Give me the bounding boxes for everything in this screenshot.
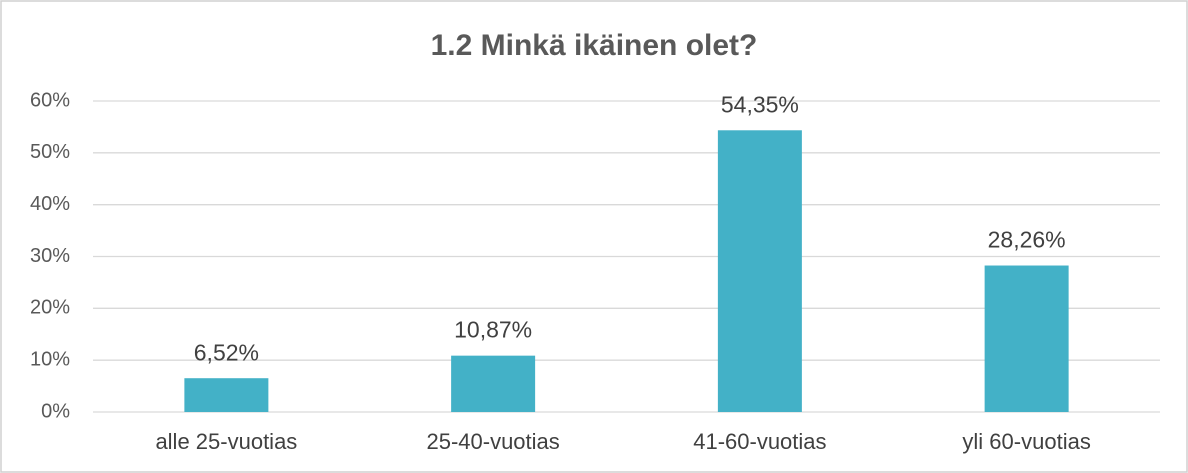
bar <box>451 355 536 412</box>
y-tick-label: 0% <box>41 400 70 422</box>
y-tick-label: 10% <box>30 348 70 370</box>
data-label: 10,87% <box>454 317 532 343</box>
y-tick-label: 30% <box>30 245 70 267</box>
bar <box>717 130 802 412</box>
bar <box>984 265 1069 412</box>
y-tick-label: 20% <box>30 297 70 319</box>
x-tick-label: 41-60-vuotias <box>693 429 826 454</box>
chart-title: 1.2 Minkä ikäinen olet? <box>431 29 758 62</box>
x-tick-label: yli 60-vuotias <box>962 429 1090 454</box>
x-tick-label: alle 25-vuotias <box>155 429 297 454</box>
y-tick-label: 40% <box>30 193 70 215</box>
y-tick-label: 60% <box>30 89 70 111</box>
data-label: 54,35% <box>721 91 799 117</box>
data-label: 6,52% <box>194 339 259 365</box>
data-label: 28,26% <box>988 227 1066 253</box>
bar <box>184 378 269 412</box>
y-tick-label: 50% <box>30 141 70 163</box>
x-tick-label: 25-40-vuotias <box>426 429 559 454</box>
